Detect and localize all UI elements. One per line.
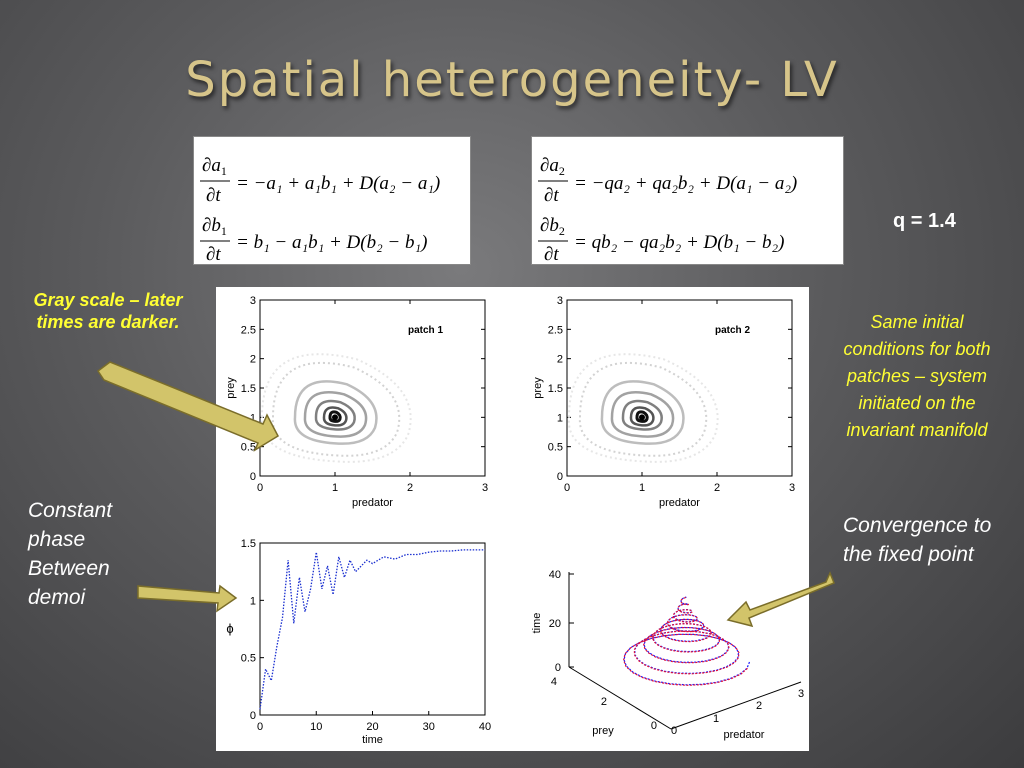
orbit-curve xyxy=(328,410,342,423)
y-tick-label: 0 xyxy=(557,471,563,483)
equation-box-patch2: ∂a2 ∂t = −qa₂ + qa₂b₂ + D(a₁ − a₂) ∂b2 ∂… xyxy=(531,136,844,265)
svg-text:∂t: ∂t xyxy=(544,185,559,206)
y-tick-label: 0.5 xyxy=(241,442,256,454)
plot-3d xyxy=(568,572,802,730)
y-tick-label: 1 xyxy=(250,595,256,607)
y-tick-label: 0.5 xyxy=(548,442,563,454)
predator-axis xyxy=(670,681,802,730)
y-tick-label: 3 xyxy=(250,295,256,307)
plot-title: patch 1 xyxy=(408,325,443,336)
y-tick-label: 0 xyxy=(250,471,256,483)
x-tick-label: 10 xyxy=(310,721,322,733)
y-tick-label: 0.5 xyxy=(241,653,256,665)
x-tick-label: 3 xyxy=(482,482,488,494)
z-tick-label: 40 xyxy=(549,569,561,581)
x-tick-label: 2 xyxy=(407,482,413,494)
z-tick-label: 0 xyxy=(555,662,561,674)
orbit-curve xyxy=(303,391,368,438)
orbit-curve xyxy=(322,406,348,427)
predator-tick-label: 1 xyxy=(713,713,719,725)
predator-tick-label: 3 xyxy=(798,688,804,700)
svg-text:∂b2: ∂b2 xyxy=(540,215,565,238)
x-tick-label: 1 xyxy=(332,482,338,494)
prey-tick-label: 0 xyxy=(651,720,657,732)
prey-tick-label: 4 xyxy=(551,676,557,688)
svg-text:∂a1: ∂a1 xyxy=(202,155,227,178)
x-tick-label: 40 xyxy=(479,721,491,733)
trajectory-3d xyxy=(622,596,748,686)
svg-text:∂t: ∂t xyxy=(206,185,221,206)
y-axis-label: prey xyxy=(532,377,544,399)
y-tick-label: 1.5 xyxy=(548,383,563,395)
predator-tick-label: 2 xyxy=(756,700,762,712)
phase-plot-frame xyxy=(259,299,486,477)
svg-text:∂b1: ∂b1 xyxy=(202,215,227,238)
z-tick-label: 20 xyxy=(549,618,561,630)
x-tick-label: 3 xyxy=(789,482,795,494)
equations-patch2: ∂a2 ∂t = −qa₂ + qa₂b₂ + D(a₁ − a₂) ∂b2 ∂… xyxy=(538,155,797,264)
y-tick-label: 1 xyxy=(250,412,256,424)
y-axis-label: prey xyxy=(225,377,237,399)
timeseries-frame xyxy=(259,542,486,716)
x-tick-label: 0 xyxy=(564,482,570,494)
phi-series-line xyxy=(259,549,485,710)
x-axis-label: time xyxy=(362,734,383,746)
y-tick-label: 2 xyxy=(250,354,256,366)
equations-patch1: ∂a1 ∂t = −a₁ + a₁b₁ + D(a₂ − a₁) ∂b1 ∂t … xyxy=(200,155,440,264)
x-tick-label: 30 xyxy=(423,721,435,733)
eq-patch1-line2: = b₁ − a₁b₁ + D(b₂ − b₁) xyxy=(236,232,427,253)
same-initial-note: Same initial conditions for both patches… xyxy=(843,312,991,440)
orbit-curve xyxy=(567,353,719,463)
slide-title: Spatial heterogeneity- LV xyxy=(185,52,839,108)
eq-patch2-line1: = −qa₂ + qa₂b₂ + D(a₁ − a₂) xyxy=(574,173,797,194)
svg-text:∂a2: ∂a2 xyxy=(540,155,565,178)
y-tick-label: 1.5 xyxy=(241,383,256,395)
prey-axis-label: prey xyxy=(592,725,614,737)
prey-axis xyxy=(568,666,672,730)
z-axis-label: time xyxy=(531,613,543,634)
q-parameter-label: q = 1.4 xyxy=(893,210,956,232)
plot-title: patch 2 xyxy=(715,325,750,336)
orbit-curve xyxy=(629,406,655,427)
y-tick-label: 3 xyxy=(557,295,563,307)
x-tick-label: 20 xyxy=(366,721,378,733)
x-axis-label: predator xyxy=(352,497,393,509)
trajectory-3d xyxy=(623,596,751,686)
y-tick-label: 1 xyxy=(557,412,563,424)
x-tick-label: 2 xyxy=(714,482,720,494)
convergence-note: Convergence to the fixed point xyxy=(843,514,992,566)
svg-text:∂t: ∂t xyxy=(544,244,559,264)
eq-patch1-line1: = −a₁ + a₁b₁ + D(a₂ − a₁) xyxy=(236,173,440,194)
fixed-point-marker xyxy=(332,414,338,421)
gray-scale-note: Gray scale – later times are darker. xyxy=(33,290,183,332)
y-tick-label: 0 xyxy=(250,710,256,722)
phase-plot-frame xyxy=(566,299,793,477)
eq-patch2-line2: = qb₂ − qa₂b₂ + D(b₁ − b₂) xyxy=(574,232,784,253)
orbit-curve xyxy=(610,391,675,438)
predator-axis-label: predator xyxy=(724,729,765,741)
constant-phase-note: Constant phase Between demoi xyxy=(28,499,113,609)
equation-box-patch1: ∂a1 ∂t = −a₁ + a₁b₁ + D(a₂ − a₁) ∂b1 ∂t … xyxy=(193,136,471,265)
y-axis-label: ϕ xyxy=(226,621,233,636)
x-tick-label: 0 xyxy=(257,482,263,494)
orbit-curve xyxy=(600,380,685,445)
predator-tick-label: 0 xyxy=(671,725,677,737)
x-tick-label: 1 xyxy=(639,482,645,494)
orbit-curve xyxy=(293,380,378,445)
orbit-curve xyxy=(621,399,663,431)
y-tick-label: 2 xyxy=(557,354,563,366)
orbit-curve xyxy=(314,399,356,431)
orbit-curve xyxy=(635,410,649,423)
x-axis-label: predator xyxy=(659,497,700,509)
svg-text:∂t: ∂t xyxy=(206,244,221,264)
y-tick-label: 2.5 xyxy=(241,324,256,336)
y-tick-label: 1.5 xyxy=(241,538,256,550)
x-tick-label: 0 xyxy=(257,721,263,733)
orbit-curve xyxy=(260,353,412,463)
y-tick-label: 2.5 xyxy=(548,324,563,336)
prey-tick-label: 2 xyxy=(601,696,607,708)
fixed-point-marker xyxy=(639,414,645,421)
